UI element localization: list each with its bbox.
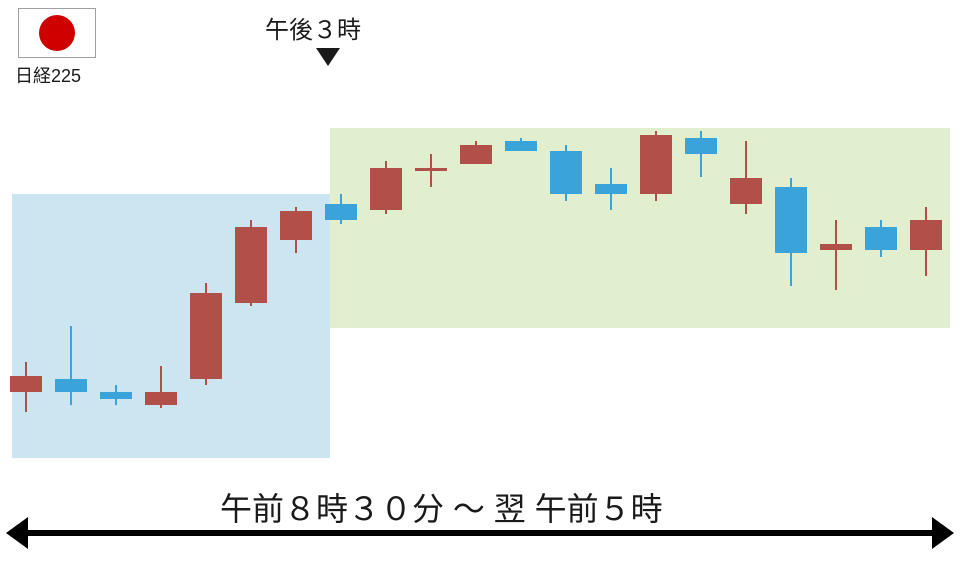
arrow-head-right-icon: [932, 517, 954, 549]
time-range-arrow-icon: [0, 0, 960, 567]
arrow-line: [22, 530, 938, 536]
arrow-head-left-icon: [6, 517, 28, 549]
